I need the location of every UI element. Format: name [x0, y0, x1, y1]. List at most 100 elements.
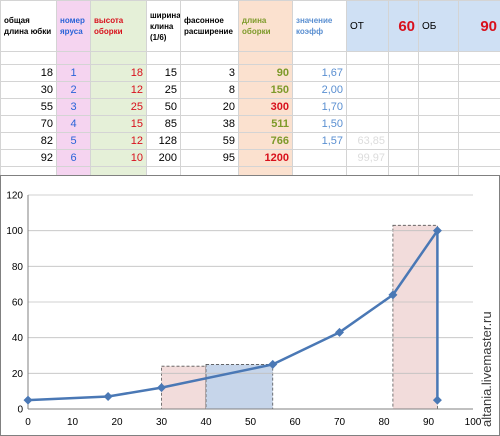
cell-length[interactable]: 150 — [238, 81, 293, 99]
cell-total[interactable]: 82 — [0, 132, 57, 150]
cell[interactable] — [388, 64, 419, 82]
cell[interactable] — [458, 51, 500, 65]
cell-coef[interactable]: 2,00 — [292, 81, 347, 99]
cell[interactable] — [146, 51, 181, 65]
cell-flare[interactable]: 3 — [180, 64, 239, 82]
cell[interactable] — [90, 166, 147, 175]
cell-tier[interactable]: 2 — [56, 81, 91, 99]
cell-flare[interactable]: 95 — [180, 149, 239, 167]
cell[interactable] — [90, 51, 147, 65]
cell-coef[interactable]: 1,50 — [292, 115, 347, 133]
header-ob-label[interactable]: ОБ — [418, 0, 459, 52]
cell-width[interactable]: 200 — [146, 149, 181, 167]
header-wedge-width[interactable]: ширина клина (1/6) — [146, 0, 181, 52]
cell[interactable] — [388, 51, 419, 65]
cell-extra[interactable] — [346, 98, 389, 116]
cell[interactable] — [418, 51, 459, 65]
cell[interactable] — [238, 51, 293, 65]
cell[interactable] — [180, 51, 239, 65]
cell[interactable] — [146, 166, 181, 175]
cell[interactable] — [418, 115, 459, 133]
cell-extra[interactable]: 99,97 — [346, 149, 389, 167]
cell[interactable] — [0, 166, 57, 175]
cell-total[interactable]: 18 — [0, 64, 57, 82]
header-ruffle-height[interactable]: высота оборки — [90, 0, 147, 52]
cell-coef[interactable]: 1,57 — [292, 132, 347, 150]
cell[interactable] — [458, 149, 500, 167]
cell-extra[interactable] — [346, 64, 389, 82]
cell[interactable] — [458, 64, 500, 82]
header-tier-number[interactable]: номер яруса — [56, 0, 91, 52]
cell[interactable] — [458, 132, 500, 150]
cell[interactable] — [238, 166, 293, 175]
cell[interactable] — [346, 51, 389, 65]
cell-total[interactable]: 55 — [0, 98, 57, 116]
header-total-length[interactable]: общая длина юбки — [0, 0, 57, 52]
cell-coef[interactable] — [292, 149, 347, 167]
cell-width[interactable]: 85 — [146, 115, 181, 133]
cell-height[interactable]: 15 — [90, 115, 147, 133]
cell[interactable] — [388, 98, 419, 116]
header-flare[interactable]: фасонное расширение — [180, 0, 239, 52]
cell[interactable] — [418, 81, 459, 99]
cell-total[interactable]: 70 — [0, 115, 57, 133]
cell-length[interactable]: 90 — [238, 64, 293, 82]
cell-total[interactable]: 30 — [0, 81, 57, 99]
line-chart[interactable]: 0 20 40 60 80 100 120 0 10 20 30 40 50 60 70 80 90 100 al… — [0, 175, 500, 436]
cell[interactable] — [458, 98, 500, 116]
cell[interactable] — [458, 81, 500, 99]
cell[interactable] — [292, 166, 347, 175]
cell-coef[interactable]: 1,67 — [292, 64, 347, 82]
cell-flare[interactable]: 20 — [180, 98, 239, 116]
cell-height[interactable]: 12 — [90, 132, 147, 150]
cell-total[interactable]: 92 — [0, 149, 57, 167]
cell-coef[interactable]: 1,70 — [292, 98, 347, 116]
cell[interactable] — [0, 51, 57, 65]
cell-height[interactable]: 12 — [90, 81, 147, 99]
cell[interactable] — [56, 51, 91, 65]
cell[interactable] — [418, 166, 459, 175]
cell[interactable] — [418, 98, 459, 116]
header-coef-value[interactable]: значение коэфф — [292, 0, 347, 52]
cell-flare[interactable]: 8 — [180, 81, 239, 99]
cell[interactable] — [388, 81, 419, 99]
header-from-value[interactable]: 60 — [388, 0, 419, 52]
cell-tier[interactable]: 4 — [56, 115, 91, 133]
cell[interactable] — [388, 166, 419, 175]
cell-width[interactable]: 25 — [146, 81, 181, 99]
cell-extra[interactable]: 63,85 — [346, 132, 389, 150]
cell-flare[interactable]: 38 — [180, 115, 239, 133]
cell-tier[interactable]: 6 — [56, 149, 91, 167]
cell-tier[interactable]: 5 — [56, 132, 91, 150]
cell[interactable] — [388, 132, 419, 150]
header-ruffle-length[interactable]: длина оборки — [238, 0, 293, 52]
cell[interactable] — [388, 149, 419, 167]
cell[interactable] — [346, 166, 389, 175]
cell-flare[interactable]: 59 — [180, 132, 239, 150]
cell-length[interactable]: 1200 — [238, 149, 293, 167]
cell-extra[interactable] — [346, 81, 389, 99]
chart-area[interactable]: 0 20 40 60 80 100 120 0 10 20 30 40 50 60 70 80 90 100 al… — [0, 175, 500, 436]
cell-extra[interactable] — [346, 115, 389, 133]
cell[interactable] — [388, 115, 419, 133]
cell-tier[interactable]: 1 — [56, 64, 91, 82]
cell[interactable] — [458, 166, 500, 175]
cell[interactable] — [292, 51, 347, 65]
cell-tier[interactable]: 3 — [56, 98, 91, 116]
cell-width[interactable]: 50 — [146, 98, 181, 116]
header-ob-value[interactable]: 90 — [458, 0, 500, 52]
cell-height[interactable]: 25 — [90, 98, 147, 116]
header-from-label[interactable]: ОТ — [346, 0, 389, 52]
cell[interactable] — [418, 132, 459, 150]
cell[interactable] — [56, 166, 91, 175]
cell[interactable] — [418, 149, 459, 167]
cell-width[interactable]: 15 — [146, 64, 181, 82]
cell-width[interactable]: 128 — [146, 132, 181, 150]
cell-length[interactable]: 766 — [238, 132, 293, 150]
cell-height[interactable]: 18 — [90, 64, 147, 82]
cell-length[interactable]: 511 — [238, 115, 293, 133]
cell-length[interactable]: 300 — [238, 98, 293, 116]
cell[interactable] — [458, 115, 500, 133]
cell[interactable] — [418, 64, 459, 82]
cell-height[interactable]: 10 — [90, 149, 147, 167]
